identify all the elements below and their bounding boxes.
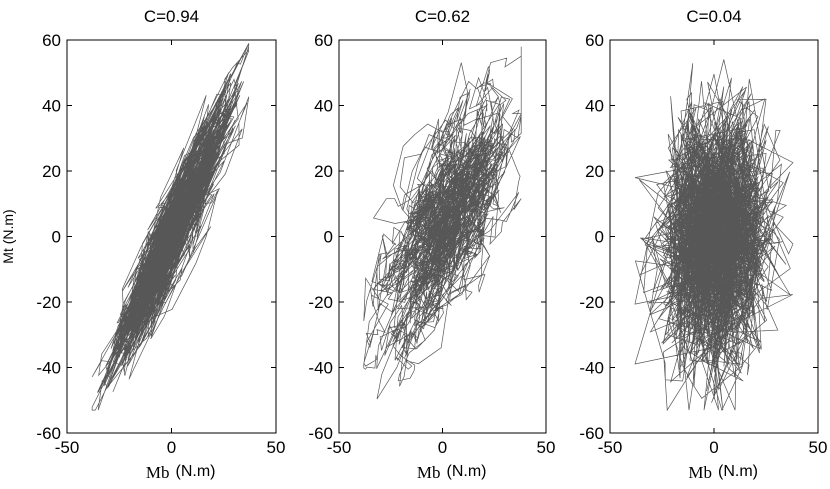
x-tick-label: 50 <box>267 438 286 457</box>
y-tick-label: 20 <box>585 162 604 181</box>
series-trace <box>91 43 250 411</box>
y-tick-label: -60 <box>36 424 61 443</box>
x-axis-unit: (N.m) <box>176 463 216 480</box>
y-tick-label: 20 <box>42 162 61 181</box>
y-tick-label: -20 <box>308 293 333 312</box>
y-tick-label: -20 <box>36 293 61 312</box>
x-tick-label: 50 <box>809 438 828 457</box>
panel-3: 60 40 20 0 -20 -40 -60-50 0 50 C=0.04 Mb (N.m) <box>579 7 827 482</box>
panel-2: 60 40 20 0 -20 -40 -60-50 0 50 C=0.62 Mb (N.m) <box>308 7 555 482</box>
y-tick-label: -20 <box>579 293 604 312</box>
series-trace <box>634 59 794 412</box>
x-tick-label: 0 <box>709 438 718 457</box>
y-tick-label: 60 <box>585 31 604 50</box>
y-tick-label: 40 <box>314 97 333 116</box>
series-trace <box>363 46 522 400</box>
panel-title: C=0.62 <box>415 7 470 26</box>
x-axis-label: Mb <box>688 463 712 482</box>
x-axis-unit: (N.m) <box>718 463 758 480</box>
x-tick-label: 0 <box>438 438 447 457</box>
y-tick-label: -40 <box>308 359 333 378</box>
x-tick-label: -50 <box>327 438 352 457</box>
y-tick-label: 60 <box>314 31 333 50</box>
x-axis-label: Mb <box>417 463 441 482</box>
x-tick-label: 0 <box>167 438 176 457</box>
x-axis-unit: (N.m) <box>447 463 487 480</box>
y-tick-label: 20 <box>314 162 333 181</box>
y-axis-label: Mt (N.m) <box>0 209 16 263</box>
panel-title: C=0.94 <box>144 7 199 26</box>
y-tick-label: 0 <box>595 228 604 247</box>
y-tick-label: -40 <box>579 359 604 378</box>
x-tick-label: -50 <box>55 438 80 457</box>
y-tick-label: -60 <box>308 424 333 443</box>
panel-1: 60 40 20 0 -20 -40 -60-50 0 50 C=0.94 Mb (N.m) Mt (N… <box>0 7 285 482</box>
y-tick-label: -60 <box>579 424 604 443</box>
x-tick-label: -50 <box>598 438 623 457</box>
y-tick-label: -40 <box>36 359 61 378</box>
x-axis-label: Mb <box>146 463 170 482</box>
x-tick-label: 50 <box>537 438 556 457</box>
y-tick-label: 0 <box>52 228 61 247</box>
y-tick-label: 40 <box>585 97 604 116</box>
panel-title: C=0.04 <box>686 7 741 26</box>
y-tick-label: 0 <box>324 228 333 247</box>
y-tick-label: 40 <box>42 97 61 116</box>
y-tick-label: 60 <box>42 31 61 50</box>
